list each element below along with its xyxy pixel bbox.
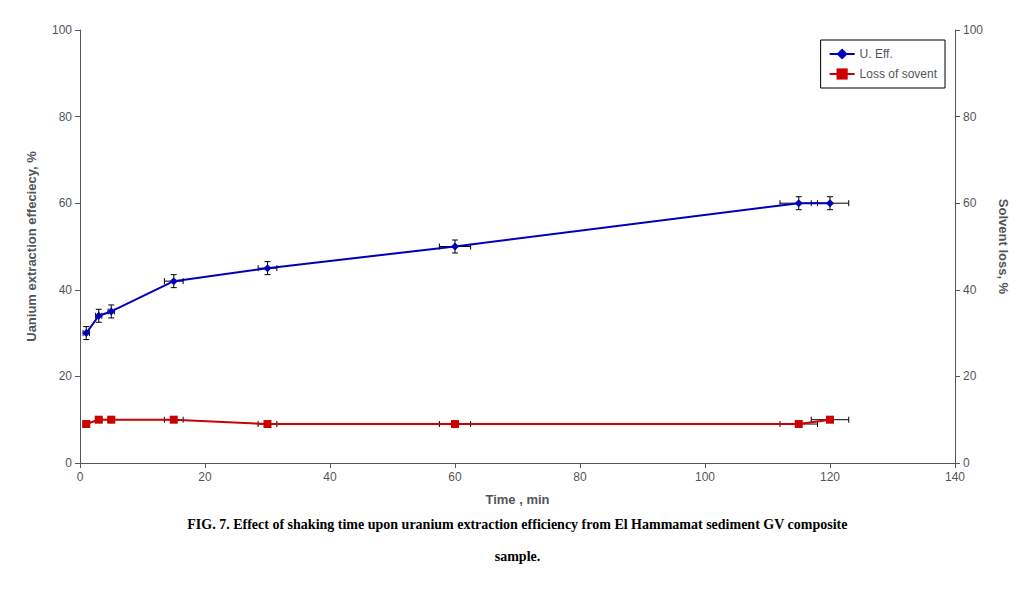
svg-text:60: 60 (963, 196, 977, 210)
svg-text:20: 20 (59, 369, 73, 383)
svg-text:80: 80 (963, 110, 977, 124)
svg-text:140: 140 (945, 470, 965, 484)
svg-text:Time , min: Time , min (485, 492, 549, 507)
svg-text:100: 100 (695, 470, 715, 484)
svg-text:Loss of sovent: Loss of sovent (860, 67, 938, 81)
svg-text:40: 40 (323, 470, 337, 484)
svg-text:120: 120 (820, 470, 840, 484)
svg-text:0: 0 (77, 470, 84, 484)
svg-text:Solvent loss, %: Solvent loss, % (996, 199, 1011, 295)
svg-text:80: 80 (573, 470, 587, 484)
svg-text:0: 0 (963, 456, 970, 470)
svg-text:sample.: sample. (495, 549, 541, 564)
svg-text:U. Eff.: U. Eff. (860, 47, 893, 61)
svg-text:60: 60 (448, 470, 462, 484)
svg-text:0: 0 (65, 456, 72, 470)
svg-text:FIG. 7. Effect of shaking time: FIG. 7. Effect of shaking time upon uran… (187, 517, 847, 532)
svg-text:60: 60 (59, 196, 73, 210)
svg-text:100: 100 (963, 23, 983, 37)
svg-text:Uanium extraction effeciecy, %: Uanium extraction effeciecy, % (24, 151, 39, 342)
svg-text:20: 20 (963, 369, 977, 383)
svg-text:100: 100 (52, 23, 72, 37)
svg-text:20: 20 (198, 470, 212, 484)
svg-text:40: 40 (59, 283, 73, 297)
svg-text:40: 40 (963, 283, 977, 297)
svg-text:80: 80 (59, 110, 73, 124)
